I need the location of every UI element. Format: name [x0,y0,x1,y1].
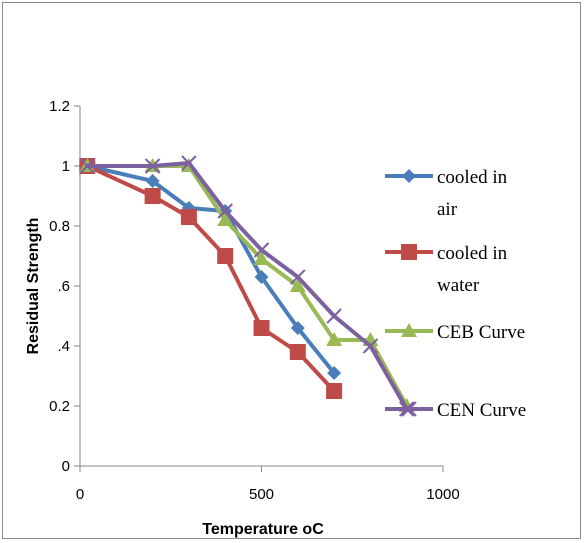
data-point [326,332,343,346]
data-point [254,270,269,284]
series-cen-curve [79,155,415,417]
legend-label: cooled in [437,167,508,188]
data-point [144,188,161,204]
legend-item: cooled in water [385,243,508,296]
legend-item: CEB Curve [385,322,525,343]
y-tick-label: 0 [62,458,70,475]
data-point [401,323,417,337]
y-tick-label: 1 [62,158,70,175]
data-point [145,174,160,188]
legend: cooled in air cooled in water CEB Curve CEN C… [385,167,526,421]
data-point [180,209,197,225]
data-point [362,338,379,354]
data-point [144,158,161,174]
legend-label: water [437,275,480,296]
series-line [85,164,409,408]
data-point [181,155,197,171]
data-point [290,269,306,285]
axes: 0 0.2 .4 .6 0.8 1 1.2 0 500 1000 [49,98,460,503]
data-point [253,251,270,265]
legend-item: cooled in air [385,167,508,220]
legend-item: CEN Curve [385,400,526,421]
data-point [253,242,270,258]
data-point [401,244,417,260]
x-tick-label: 0 [76,486,84,503]
data-point [253,320,270,336]
y-tick-label: 0.2 [49,398,70,415]
series-layer [79,155,415,417]
data-point [326,308,342,324]
data-point [79,158,95,174]
data-point [401,401,417,417]
series-ceb-curve [79,158,415,412]
y-tick-label: .6 [57,278,70,295]
legend-label: CEB Curve [437,322,525,343]
y-tick-label: 1.2 [49,98,70,115]
data-point [290,321,305,335]
series-line [85,161,409,411]
legend-label: CEN Curve [437,400,526,421]
data-point [289,278,306,292]
data-point [217,248,234,264]
legend-label: air [437,199,458,220]
x-tick-label: 500 [249,486,274,503]
data-point [217,203,233,219]
y-tick-label: 0.8 [49,218,70,235]
data-point [402,169,416,183]
data-point [217,212,234,226]
x-tick-label: 1000 [426,486,459,503]
data-point [289,344,306,360]
legend-label: cooled in [437,243,508,264]
data-point [327,366,342,380]
data-point [326,383,343,399]
x-axis-title: Temperature oC [202,521,324,538]
y-axis-title: Residual Strength [25,218,42,355]
y-tick-label: .4 [57,338,70,355]
